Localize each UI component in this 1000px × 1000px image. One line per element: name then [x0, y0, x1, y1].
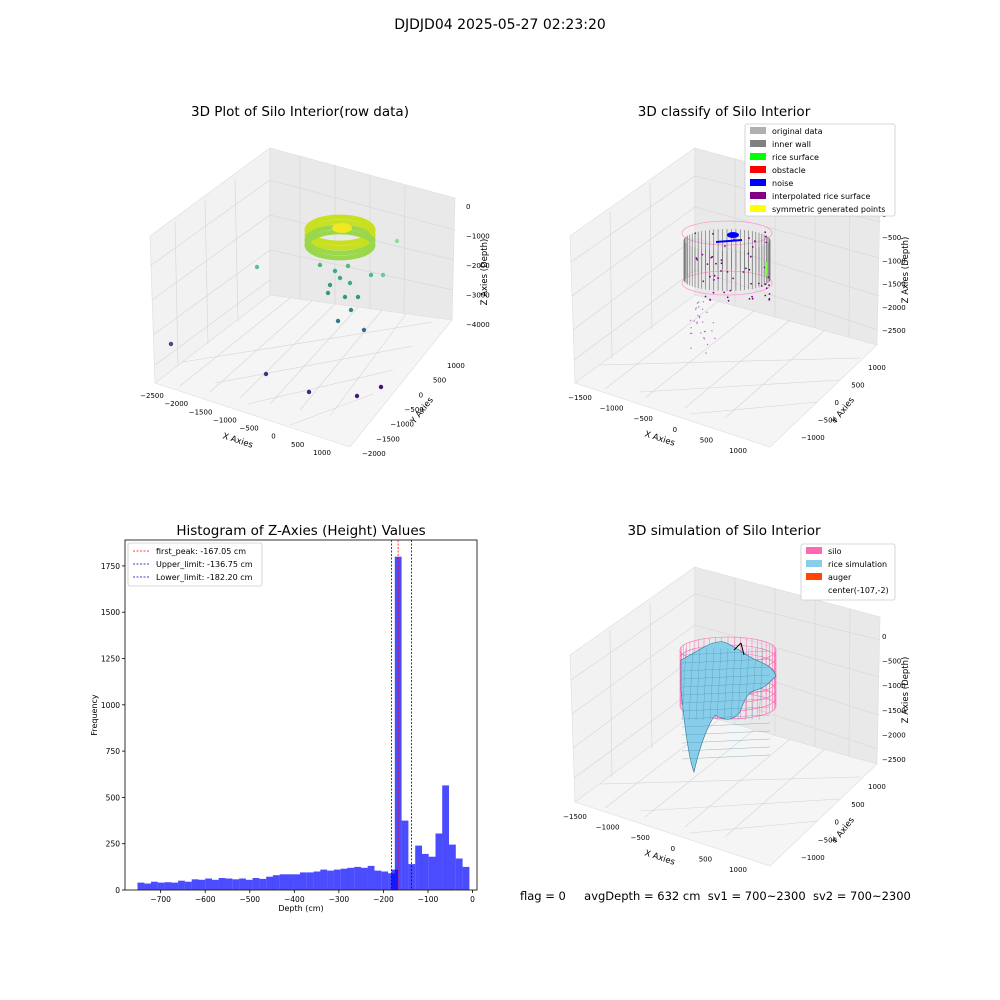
sim-z-tick-label: −500 — [882, 658, 901, 666]
sim-x-tick-label: 0 — [671, 845, 675, 853]
sim-z-tick-label: −2500 — [882, 756, 906, 764]
sim-z-axis-label: Z Axies (Depth) — [901, 657, 911, 724]
simulation-legend: silo rice simulation auger center(-107,-2) — [801, 544, 895, 600]
legend-swatch — [806, 560, 822, 567]
legend-entry: silo — [828, 547, 842, 556]
sim-z-tick-label: 0 — [882, 633, 886, 641]
sim-x-tick-label: 500 — [699, 855, 712, 863]
legend-entry: auger — [828, 573, 852, 582]
avg-depth-text: avgDepth = 632 cm — [584, 889, 700, 903]
sim-y-tick-label: 500 — [851, 801, 864, 809]
sim-x-tick-label: −1500 — [563, 813, 587, 821]
sim-x-tick-label: 1000 — [729, 866, 747, 874]
sim-y-tick-label: −1000 — [801, 854, 825, 862]
sv1-text: sv1 = 700~2300 — [708, 889, 806, 903]
legend-swatch — [806, 547, 822, 554]
sv2-text: sv2 = 700~2300 — [813, 889, 911, 903]
flag-text: flag = 0 — [520, 889, 566, 903]
legend-swatch — [806, 573, 822, 580]
sim-y-tick-label: 1000 — [868, 783, 886, 791]
legend-entry: center(-107,-2) — [828, 586, 889, 595]
sim-x-tick-label: −500 — [631, 834, 650, 842]
sim-y-tick-label: 0 — [835, 819, 839, 827]
summary-line: flag = 0 avgDepth = 632 cm sv1 = 700~230… — [520, 889, 911, 903]
sim-x-tick-label: −1000 — [596, 824, 620, 832]
legend-entry: rice simulation — [828, 560, 887, 569]
sim-z-tick-label: −2000 — [882, 731, 906, 739]
